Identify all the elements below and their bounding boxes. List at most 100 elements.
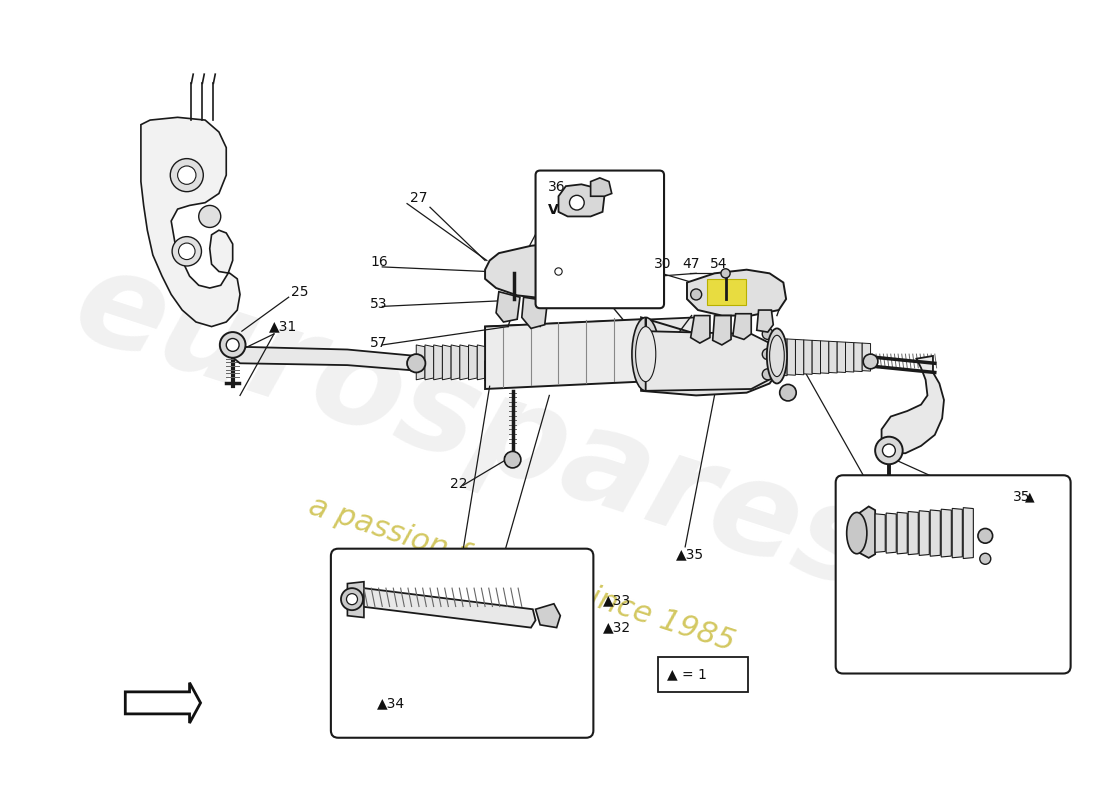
Circle shape <box>978 529 992 543</box>
Text: ▲34: ▲34 <box>377 696 405 710</box>
Circle shape <box>177 166 196 184</box>
Text: ▲31: ▲31 <box>270 319 298 334</box>
Polygon shape <box>691 315 710 343</box>
Polygon shape <box>646 318 777 391</box>
Polygon shape <box>425 345 433 380</box>
Polygon shape <box>881 356 944 454</box>
Polygon shape <box>559 184 604 217</box>
Polygon shape <box>964 508 974 558</box>
Circle shape <box>882 444 895 457</box>
Polygon shape <box>887 513 896 553</box>
Text: 54: 54 <box>710 257 727 271</box>
Text: V8: V8 <box>548 203 568 217</box>
Text: a passion for cars since 1985: a passion for cars since 1985 <box>305 492 738 657</box>
Text: ▲ = 1: ▲ = 1 <box>667 667 706 682</box>
Polygon shape <box>521 298 548 329</box>
Polygon shape <box>595 223 625 251</box>
Polygon shape <box>688 270 786 315</box>
Circle shape <box>780 384 796 401</box>
Polygon shape <box>416 345 425 380</box>
Text: ▲35: ▲35 <box>676 547 704 561</box>
Text: 36: 36 <box>548 180 565 194</box>
Circle shape <box>220 332 245 358</box>
Polygon shape <box>812 340 821 374</box>
Polygon shape <box>141 118 240 326</box>
Polygon shape <box>460 345 469 380</box>
Text: 27: 27 <box>410 191 427 205</box>
Polygon shape <box>495 345 504 380</box>
Polygon shape <box>433 345 442 380</box>
Polygon shape <box>477 345 486 380</box>
Polygon shape <box>485 242 625 299</box>
Text: eurospares: eurospares <box>59 238 892 617</box>
Polygon shape <box>821 341 828 374</box>
Text: 53: 53 <box>371 297 388 310</box>
Polygon shape <box>485 318 696 345</box>
Circle shape <box>178 243 195 259</box>
Ellipse shape <box>770 335 784 377</box>
Circle shape <box>876 437 903 464</box>
Text: ▲: ▲ <box>1025 490 1034 504</box>
Circle shape <box>170 158 204 192</box>
Polygon shape <box>828 342 837 373</box>
Polygon shape <box>862 343 870 371</box>
Circle shape <box>762 369 773 380</box>
Polygon shape <box>125 682 200 723</box>
Circle shape <box>172 237 201 266</box>
Polygon shape <box>591 178 612 196</box>
Text: ▲32: ▲32 <box>603 621 630 634</box>
Circle shape <box>570 195 584 210</box>
Polygon shape <box>733 314 751 339</box>
Polygon shape <box>348 582 364 618</box>
Polygon shape <box>854 342 862 371</box>
Text: 22: 22 <box>450 478 468 491</box>
Polygon shape <box>442 345 451 380</box>
Polygon shape <box>485 352 696 380</box>
Polygon shape <box>469 345 477 380</box>
Bar <box>707 279 746 305</box>
Ellipse shape <box>767 329 786 383</box>
Circle shape <box>864 354 878 369</box>
Polygon shape <box>227 338 421 370</box>
Polygon shape <box>641 318 779 395</box>
Ellipse shape <box>631 318 660 391</box>
Text: 25: 25 <box>290 285 308 298</box>
Polygon shape <box>804 340 812 374</box>
Polygon shape <box>857 506 876 558</box>
FancyBboxPatch shape <box>536 170 664 308</box>
Polygon shape <box>536 604 560 628</box>
FancyBboxPatch shape <box>331 549 593 738</box>
Text: 30: 30 <box>653 257 671 271</box>
Polygon shape <box>898 512 907 554</box>
Polygon shape <box>931 510 940 556</box>
Text: 16: 16 <box>371 255 388 270</box>
Bar <box>707 279 746 305</box>
Polygon shape <box>920 510 929 555</box>
Text: 57: 57 <box>371 336 388 350</box>
Polygon shape <box>549 217 591 244</box>
Circle shape <box>199 206 221 227</box>
Polygon shape <box>795 339 804 374</box>
Polygon shape <box>485 319 641 389</box>
Circle shape <box>691 289 702 300</box>
Polygon shape <box>757 310 773 332</box>
Polygon shape <box>486 345 495 380</box>
Circle shape <box>554 268 562 275</box>
Circle shape <box>341 588 363 610</box>
Text: 47: 47 <box>682 257 700 271</box>
Circle shape <box>407 354 426 373</box>
Polygon shape <box>909 511 918 554</box>
Polygon shape <box>837 342 846 373</box>
Polygon shape <box>496 292 520 322</box>
Circle shape <box>227 338 239 351</box>
Polygon shape <box>953 509 962 558</box>
Bar <box>658 657 748 692</box>
Polygon shape <box>361 588 536 628</box>
Polygon shape <box>846 342 854 372</box>
Ellipse shape <box>847 513 867 554</box>
Ellipse shape <box>636 326 656 382</box>
Polygon shape <box>942 509 952 557</box>
Polygon shape <box>788 339 795 375</box>
Circle shape <box>762 329 773 339</box>
Polygon shape <box>779 338 788 376</box>
